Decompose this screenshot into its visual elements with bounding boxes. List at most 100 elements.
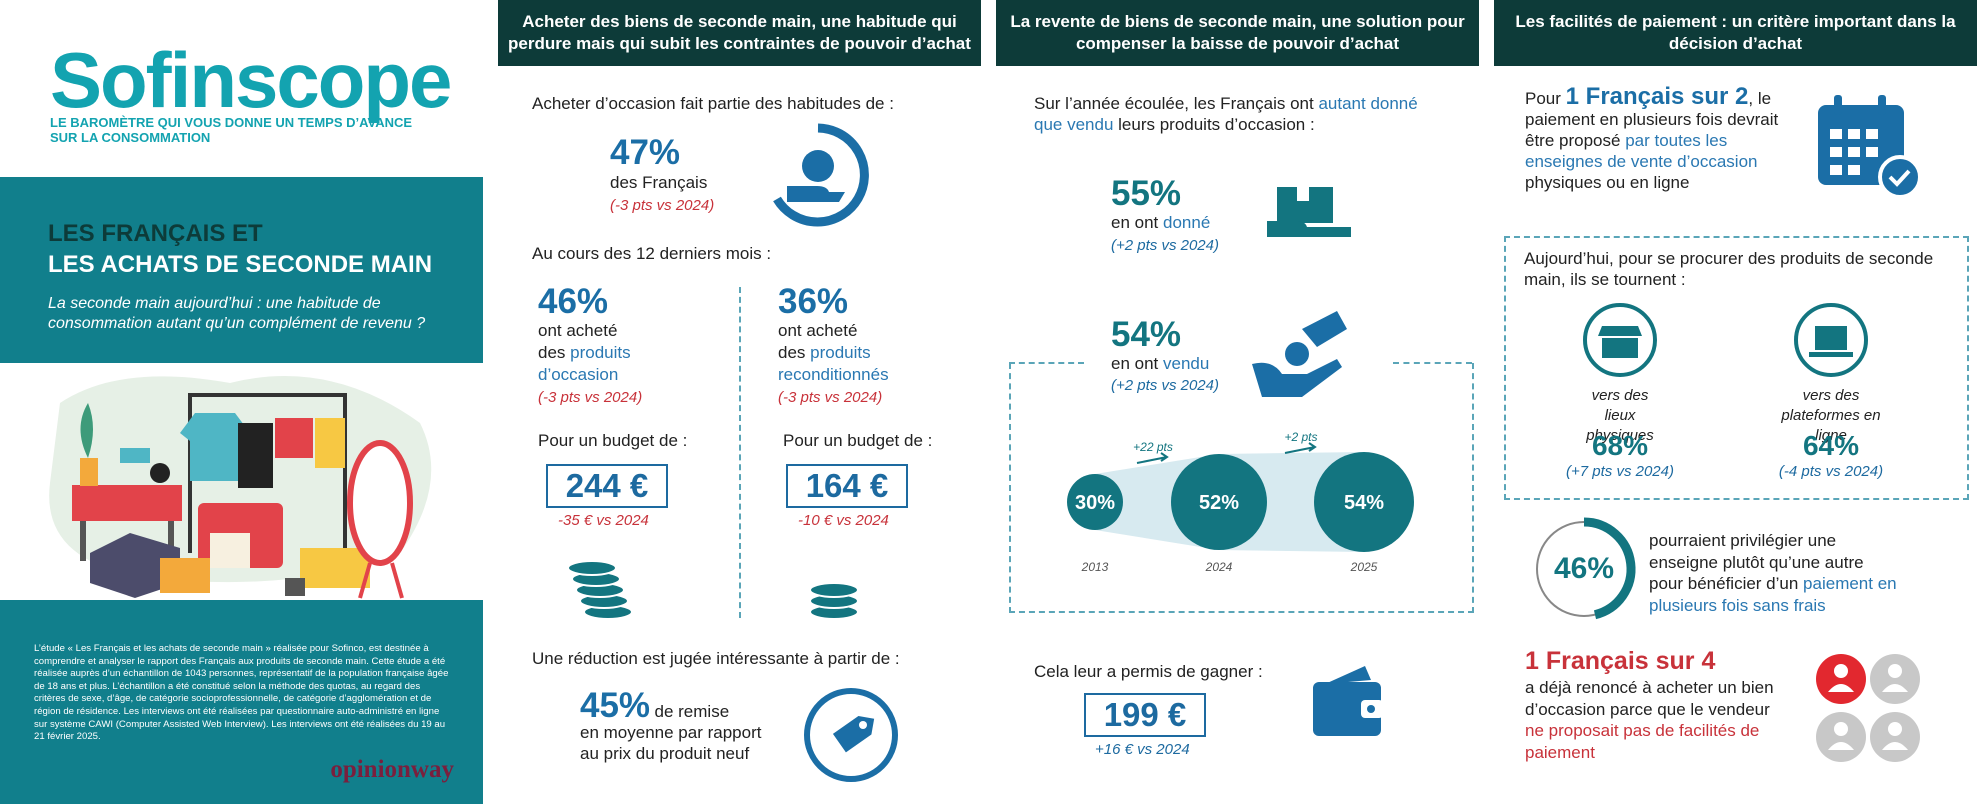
person-part bbox=[1816, 654, 1866, 704]
tag-icon-part bbox=[859, 721, 867, 729]
calendar-icon-part-part bbox=[1830, 129, 1842, 139]
text: Pour un budget de : bbox=[538, 431, 688, 450]
mirror-part bbox=[347, 440, 413, 566]
change: -35 € vs 2024 bbox=[558, 512, 649, 529]
hand-icon-part bbox=[787, 186, 845, 202]
column-header: La revente de biens de seconde main, une… bbox=[996, 0, 1479, 66]
step-label: +2 pts bbox=[1284, 430, 1317, 444]
discount: 45% de remise bbox=[580, 684, 729, 728]
bubble bbox=[1314, 452, 1414, 552]
hands-icon-part bbox=[1252, 359, 1342, 397]
rack-part bbox=[315, 418, 345, 468]
text: Une réduction est jugée intéressante à p… bbox=[532, 649, 900, 668]
text: Cela leur a permis de gagner : bbox=[1034, 662, 1263, 681]
dresser bbox=[72, 403, 182, 561]
person-part bbox=[1888, 722, 1902, 736]
intro: Sur l’année écoulée, les Français ont au… bbox=[1034, 93, 1444, 136]
change: (+2 pts vs 2024) bbox=[1111, 237, 1219, 254]
calendar-icon-part bbox=[1830, 129, 1878, 175]
bubble-chart: 30% 2013 52% 2024 54% 2025 +22 pts +2 pts bbox=[1067, 430, 1414, 574]
highlight: donné bbox=[1163, 213, 1211, 232]
text: Pour bbox=[1525, 89, 1566, 108]
person-part bbox=[1828, 684, 1854, 692]
tag-icon-part bbox=[804, 688, 898, 782]
text: physiques ou en ligne bbox=[1525, 173, 1690, 192]
icon-ring bbox=[1794, 303, 1868, 377]
ring-chart bbox=[1536, 517, 1636, 620]
change: (-3 pts vs 2024) bbox=[778, 389, 883, 406]
amount-box: 199 € bbox=[1084, 693, 1206, 737]
channel-stat: 68% bbox=[1591, 430, 1649, 461]
frame-edge bbox=[1393, 362, 1472, 364]
change: (-3 pts vs 2024) bbox=[538, 389, 643, 406]
tagline: LE BAROMÈTRE QUI VOUS DONNE UN TEMPS D’A… bbox=[50, 115, 412, 145]
wallet-icon-part bbox=[1367, 705, 1375, 713]
icon-ring bbox=[1583, 303, 1657, 377]
calendar-icon-part-part bbox=[1866, 129, 1878, 139]
step-arrow bbox=[1136, 452, 1169, 464]
calendar-icon-part bbox=[1878, 95, 1886, 115]
coin bbox=[809, 582, 859, 598]
wallet-icon bbox=[1313, 666, 1383, 736]
channel-label: vers des plateformes en ligne bbox=[1781, 387, 1881, 444]
text: ont acheté bbox=[778, 321, 858, 340]
text: des Français bbox=[610, 173, 708, 192]
text: Sur l’année écoulée, les Français ont bbox=[1034, 94, 1319, 113]
bubble-label: 52% bbox=[1199, 492, 1239, 514]
ring-text: pourraient privilégier une enseigne plut… bbox=[1649, 530, 1899, 616]
text: le paiement en plusieurs fois devrait êt… bbox=[1525, 89, 1779, 150]
text: des produits reconditionnés bbox=[778, 342, 908, 386]
change: (+7 pts vs 2024) bbox=[1566, 463, 1674, 480]
stat: 55% bbox=[1111, 174, 1182, 213]
rack-part bbox=[275, 418, 313, 458]
tag-icon-part bbox=[832, 715, 875, 753]
bubble bbox=[1171, 454, 1267, 550]
calendar-icon-part-part bbox=[1848, 165, 1860, 175]
highlight-big: 1 Français sur 2 bbox=[1565, 83, 1749, 110]
partner-logo: opinionway bbox=[330, 756, 454, 783]
calendar-icon-part bbox=[1834, 95, 1842, 115]
highlight: par toutes les enseignes de vente d’occa… bbox=[1525, 131, 1758, 171]
year-label: 2025 bbox=[1350, 560, 1378, 574]
person bbox=[1870, 712, 1920, 762]
suitcase bbox=[198, 503, 283, 568]
stat: 54% bbox=[1111, 315, 1182, 354]
person bbox=[1870, 654, 1920, 704]
dresser-part bbox=[72, 485, 182, 521]
amount-box: 164 € bbox=[786, 464, 908, 508]
coins-icon bbox=[567, 560, 633, 620]
hero-band bbox=[0, 177, 483, 363]
boxes-part bbox=[285, 578, 305, 596]
calendar-icon-part-part bbox=[1830, 147, 1842, 157]
column-header: Les facilités de paiement : un critère i… bbox=[1494, 0, 1977, 66]
mirror-part bbox=[358, 562, 372, 599]
chart-frame bbox=[1009, 363, 1474, 613]
rack-part bbox=[238, 423, 273, 488]
dresser-part bbox=[80, 521, 86, 561]
hands-icon-part bbox=[1302, 311, 1347, 347]
people-icon bbox=[1816, 654, 1920, 762]
hand-icon-part bbox=[773, 123, 869, 227]
mirror-part bbox=[390, 562, 404, 599]
dresser-part bbox=[168, 521, 174, 561]
text: Acheter d’occasion fait partie des habit… bbox=[532, 94, 894, 113]
illustration bbox=[49, 376, 432, 599]
stat: 45% bbox=[580, 686, 651, 725]
ring-stat: 46% bbox=[1553, 552, 1615, 585]
rack-part bbox=[180, 413, 250, 481]
person bbox=[1816, 712, 1866, 762]
shop bbox=[1598, 326, 1642, 358]
column-header: Acheter des biens de seconde main, une h… bbox=[498, 0, 981, 66]
highlight: produits reconditionnés bbox=[778, 343, 889, 384]
text: des bbox=[538, 343, 566, 362]
top-text: Pour 1 Français sur 2, le paiement en pl… bbox=[1525, 83, 1805, 193]
calendar-icon-part-part bbox=[1866, 147, 1878, 157]
text: a déjà renoncé à acheter un bien d’occas… bbox=[1525, 678, 1774, 719]
year-label: 2024 bbox=[1205, 560, 1233, 574]
coins-icon bbox=[809, 582, 859, 620]
calendar-icon-part-part bbox=[1830, 165, 1842, 175]
bubble-label: 54% bbox=[1344, 492, 1384, 514]
text: en ont bbox=[1111, 213, 1163, 232]
highlight: autant donné que vendu bbox=[1034, 94, 1418, 135]
person-part bbox=[1834, 664, 1848, 678]
